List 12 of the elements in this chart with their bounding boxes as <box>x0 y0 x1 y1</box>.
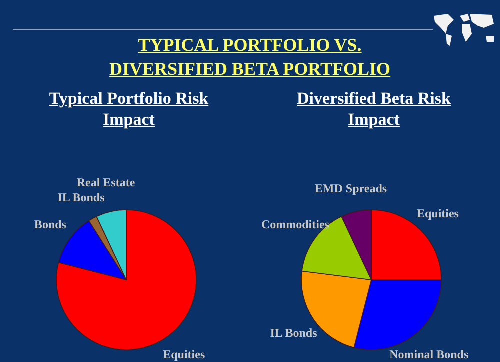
slice-label: EMD Spreads <box>314 181 388 196</box>
slice-label: Equities <box>416 206 460 221</box>
slice-label: Equities <box>163 347 206 362</box>
slice-label: Commodities <box>261 218 330 232</box>
slice-label: IL Bonds <box>270 326 318 340</box>
text: TYPICAL PORTFOLIO VS. DIVERSIFIED BETA PORTFOLIO <box>108 34 392 81</box>
chart-title: Typical Portfolio Risk Impact <box>48 88 210 130</box>
slice-label: Nominal Bonds <box>390 347 469 362</box>
slice-label: Real Estate <box>76 176 136 190</box>
slice-label: IL Bonds <box>58 190 106 205</box>
chart-title: Diversified Beta Risk Impact <box>296 88 452 130</box>
slice-label: Bonds <box>34 218 67 232</box>
